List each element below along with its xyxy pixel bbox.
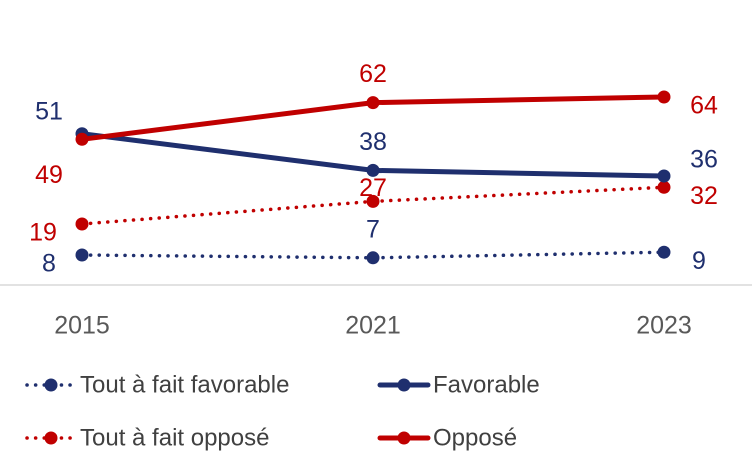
legend-swatch-marker [44,378,58,392]
data-label-layer: 8 7 9 51 38 36 19 27 32 49 62 64 [29,60,718,277]
data-label: 32 [690,182,718,210]
legend-label: Tout à fait opposé [80,424,269,451]
legend-swatch-marker [397,431,411,445]
data-point [657,90,671,104]
x-tick-label: 2021 [345,312,401,340]
series-layer [75,90,671,265]
legend-item: Opposé [377,424,517,451]
data-point [657,180,671,194]
data-label: 8 [42,250,56,278]
data-label: 7 [366,215,380,243]
legend-item: Tout à fait favorable [25,371,289,398]
data-label: 27 [359,174,387,202]
data-point [657,245,671,259]
data-point [75,132,89,146]
legend-item: Tout à fait opposé [25,424,269,451]
data-point [366,163,380,177]
data-label: 19 [29,219,57,247]
data-label: 49 [35,161,63,189]
data-label: 36 [690,146,718,174]
legend-swatch-marker [44,431,58,445]
legend-swatch-marker [397,378,411,392]
series-tout-fait-oppos- [75,180,671,231]
data-point [75,248,89,262]
x-tick-label: 2023 [636,312,692,340]
data-point [657,169,671,183]
x-tick-label: 2015 [54,312,110,340]
data-label: 62 [359,60,387,88]
data-point [366,194,380,208]
series-oppos- [75,90,671,146]
data-point [366,96,380,110]
data-label: 64 [690,92,718,120]
legend-label: Opposé [433,424,517,451]
data-label: 9 [692,247,706,275]
legend-item: Favorable [377,371,540,398]
legend-label: Tout à fait favorable [80,371,289,398]
data-label: 51 [35,97,63,125]
series-tout-fait-favorable [75,245,671,265]
data-point [75,217,89,231]
data-label: 38 [359,128,387,156]
legend: Tout à fait favorable Favorable Tout à fai… [25,371,540,451]
x-tick-layer: 2015 2021 2023 [54,312,692,340]
data-point [366,251,380,265]
legend-label: Favorable [433,371,540,398]
